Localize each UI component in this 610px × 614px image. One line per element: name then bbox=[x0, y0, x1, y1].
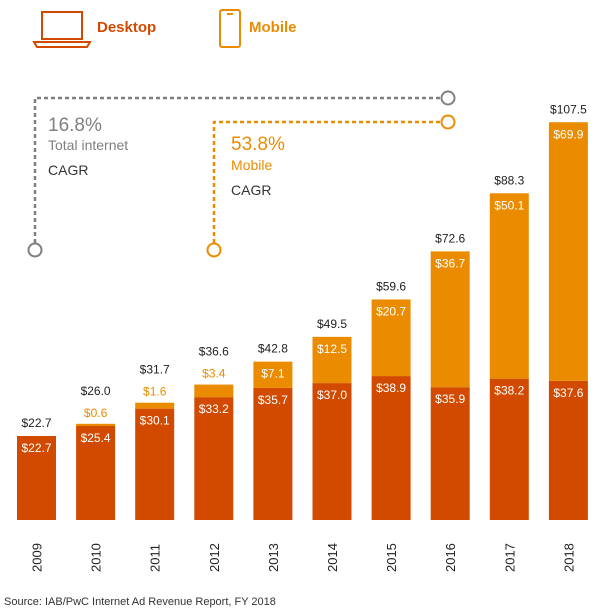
desktop-bar-2017 bbox=[489, 378, 529, 520]
desktop-bar-2015 bbox=[371, 376, 411, 520]
mobile-bar-2012 bbox=[194, 384, 234, 398]
x-tick-label: 2013 bbox=[266, 543, 281, 572]
mobile-value-label: $0.6 bbox=[84, 406, 108, 420]
bars-group: $22.7 $22.7 2009 $25.4 $0.6 $26.0 2010 $30.1 $1.… bbox=[17, 102, 588, 572]
total-value-label: $42.8 bbox=[258, 342, 288, 356]
mobile-cagr-percent: 53.8% bbox=[231, 134, 285, 155]
mobile-bar-2014 bbox=[312, 336, 352, 384]
mobile-bar-2011 bbox=[135, 402, 175, 409]
mobile-value-label: $20.7 bbox=[376, 304, 406, 318]
x-tick-label: 2014 bbox=[325, 543, 340, 572]
x-tick-label: 2009 bbox=[30, 543, 45, 572]
mobile-cagr-start-marker bbox=[206, 242, 222, 258]
mobile-value-label: $3.4 bbox=[202, 367, 226, 381]
mobile-cagr-line1: Mobile bbox=[231, 157, 272, 173]
legend-mobile-label: Mobile bbox=[249, 19, 297, 36]
x-tick-label: 2011 bbox=[148, 544, 163, 572]
mobile-bar-2018 bbox=[548, 122, 588, 381]
total-value-label: $31.7 bbox=[140, 363, 170, 377]
total-cagr-dashed-line bbox=[33, 96, 440, 243]
legend-desktop-label: Desktop bbox=[97, 19, 156, 36]
total-cagr-end-marker bbox=[440, 90, 456, 106]
smartphone-icon bbox=[219, 9, 241, 48]
total-value-label: $22.7 bbox=[21, 416, 51, 430]
mobile-value-label: $69.9 bbox=[553, 127, 583, 141]
desktop-value-label: $35.7 bbox=[258, 393, 288, 407]
total-value-label: $88.3 bbox=[494, 173, 524, 187]
total-value-label: $72.6 bbox=[435, 231, 465, 245]
desktop-value-label: $22.7 bbox=[21, 441, 51, 455]
mobile-cagr-dashed-line bbox=[212, 120, 440, 243]
legend: Desktop Mobile bbox=[32, 9, 297, 48]
total-cagr-start-marker bbox=[27, 242, 43, 258]
desktop-bar-2014 bbox=[312, 383, 352, 520]
total-value-label: $36.6 bbox=[199, 345, 229, 359]
desktop-bar-2012 bbox=[194, 397, 234, 520]
desktop-bar-2010 bbox=[76, 426, 116, 520]
mobile-bar-2015 bbox=[371, 299, 411, 377]
x-tick-label: 2012 bbox=[207, 543, 222, 572]
desktop-value-label: $37.6 bbox=[553, 386, 583, 400]
laptop-icon bbox=[32, 11, 92, 48]
mobile-bar-2016 bbox=[430, 251, 470, 388]
total-cagr-annotation: 16.8% Total internet CAGR bbox=[27, 90, 456, 258]
x-tick-label: 2018 bbox=[561, 543, 576, 572]
x-tick-label: 2015 bbox=[384, 543, 399, 572]
total-value-label: $107.5 bbox=[550, 102, 587, 116]
mobile-value-label: $50.1 bbox=[494, 198, 524, 212]
desktop-value-label: $37.0 bbox=[317, 388, 347, 402]
mobile-cagr-end-marker bbox=[440, 114, 456, 130]
total-value-label: $59.6 bbox=[376, 279, 406, 293]
mobile-value-label: $1.6 bbox=[143, 385, 167, 399]
x-tick-label: 2016 bbox=[443, 543, 458, 572]
desktop-value-label: $25.4 bbox=[81, 431, 111, 445]
source-note: Source: IAB/PwC Internet Ad Revenue Repo… bbox=[4, 596, 276, 608]
desktop-bar-2018 bbox=[548, 380, 588, 520]
desktop-value-label: $33.2 bbox=[199, 402, 229, 416]
total-cagr-percent: 16.8% bbox=[48, 115, 102, 136]
total-value-label: $26.0 bbox=[81, 384, 111, 398]
mobile-cagr-line2: CAGR bbox=[231, 182, 271, 198]
desktop-value-label: $30.1 bbox=[140, 414, 170, 428]
desktop-bar-2011 bbox=[135, 408, 175, 520]
total-cagr-line1: Total internet bbox=[48, 137, 128, 153]
mobile-cagr-annotation: 53.8% Mobile CAGR bbox=[206, 114, 456, 258]
desktop-value-label: $38.9 bbox=[376, 381, 406, 395]
mobile-bar-2010 bbox=[76, 423, 116, 427]
x-tick-label: 2017 bbox=[502, 543, 517, 572]
total-value-label: $49.5 bbox=[317, 317, 347, 331]
desktop-value-label: $35.9 bbox=[435, 392, 465, 406]
desktop-bar-2013 bbox=[253, 387, 293, 520]
desktop-bar-2009 bbox=[17, 436, 56, 520]
desktop-value-label: $38.2 bbox=[494, 384, 524, 398]
mobile-value-label: $36.7 bbox=[435, 256, 465, 270]
mobile-bar-2013 bbox=[253, 361, 293, 388]
total-cagr-line2: CAGR bbox=[48, 162, 88, 178]
desktop-bar-2016 bbox=[430, 387, 470, 520]
mobile-value-label: $7.1 bbox=[261, 367, 285, 381]
mobile-value-label: $12.5 bbox=[317, 342, 347, 356]
mobile-bar-2017 bbox=[489, 193, 529, 379]
x-tick-label: 2010 bbox=[89, 543, 104, 572]
